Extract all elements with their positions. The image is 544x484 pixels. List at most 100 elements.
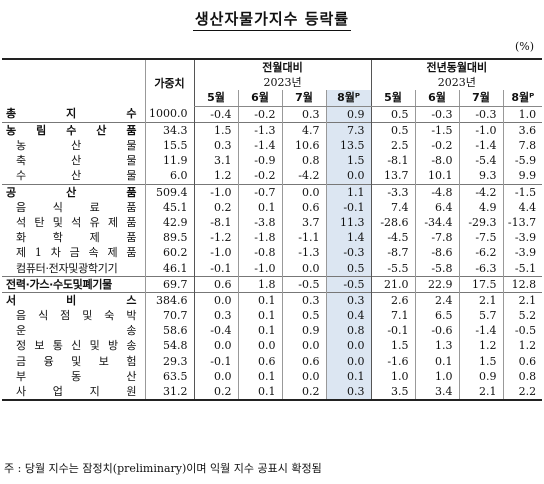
mom-cell: -1.1 <box>281 230 326 246</box>
mom-cell: 0.6 <box>193 275 238 293</box>
row-name: 수 산 물 <box>16 169 137 183</box>
mom-cell: 0.4 <box>325 308 372 324</box>
yoy-month: 7월 <box>458 90 504 107</box>
row-name: 전력·가스·수도및폐기물 <box>2 275 145 293</box>
mom-month: 5월 <box>193 90 238 107</box>
mom-cell: 0.2 <box>193 383 238 402</box>
table-row: 축 산 물 11.9 3.1 -0.9 0.8 1.5 -8.1 -8.0 -5.4 -5.9 <box>2 153 543 169</box>
mom-cell: -1.0 <box>237 260 282 277</box>
mom-cell: 1.4 <box>325 230 372 246</box>
weight-cell: 1000.0 <box>144 106 194 123</box>
row-name: 축 산 물 <box>16 154 137 168</box>
table-row: 컴퓨터·전자및광학기기 46.1 -0.1 -1.0 0.0 0.5 -5.5 -5.8 -6.… <box>2 260 543 277</box>
yoy-cell: 6.5 <box>414 308 460 324</box>
footnote: 주 : 당월 지수는 잠정치(preliminary)이며 익월 지수 공표시 … <box>4 462 322 475</box>
row-name: 총 지 수 <box>6 107 137 121</box>
yoy-cell: 0.5 <box>370 121 416 138</box>
unit-label: (%) <box>514 40 534 53</box>
table-row: 부 동 산 63.5 0.0 0.1 0.0 0.1 1.0 1.0 0.9 0.8 <box>2 368 543 384</box>
mom-cell: -0.9 <box>237 153 282 169</box>
table-row: 음 식 점 및 숙 박 70.7 0.3 0.1 0.5 0.4 7.1 6.5 5.7 5.2 <box>2 308 543 324</box>
table-row: 음 식 료 품 45.1 0.2 0.1 0.6 -0.1 7.4 6.4 4.9 4.4 <box>2 199 543 215</box>
mom-cell: 0.3 <box>325 291 372 308</box>
row-name: 공 산 품 <box>2 183 145 200</box>
mom-cell: 0.0 <box>193 338 238 354</box>
mom-header: 전월대비 <box>193 59 372 76</box>
mom-cell: 0.0 <box>281 260 326 277</box>
mom-month: 7월 <box>281 90 326 107</box>
mom-cell: 0.8 <box>281 153 326 169</box>
weight-cell: 60.2 <box>144 245 194 261</box>
mom-cell: -0.1 <box>193 260 238 277</box>
yoy-cell: 0.1 <box>414 353 460 369</box>
yoy-cell: 17.5 <box>458 275 504 293</box>
row-name: 농 림 수 산 품 <box>2 121 145 138</box>
mom-cell: -1.4 <box>237 137 282 154</box>
mom-cell: 0.1 <box>237 368 282 384</box>
yoy-header: 전년동월대비 <box>370 59 543 76</box>
yoy-cell: -1.5 <box>502 183 543 200</box>
yoy-cell: -1.4 <box>458 323 504 339</box>
yoy-cell: 7.1 <box>370 308 416 324</box>
mom-cell: 0.0 <box>325 338 372 354</box>
weight-cell: 58.6 <box>144 323 194 339</box>
mom-cell: 0.3 <box>193 137 238 154</box>
yoy-cell: 1.0 <box>414 368 460 384</box>
mom-cell: 3.1 <box>193 153 238 169</box>
yoy-cell: 2.2 <box>502 383 543 402</box>
table-row: 금 융 및 보 험 29.3 -0.1 0.6 0.6 0.0 -1.6 0.1 1.5 0.6 <box>2 353 543 369</box>
weight-cell: 54.8 <box>144 338 194 354</box>
mom-cell: 0.3 <box>281 106 326 123</box>
table-row: 전력·가스·수도및폐기물 69.7 0.6 1.8 -0.5 -0.5 21.0 22.9 17… <box>2 275 543 293</box>
mom-cell: 1.8 <box>237 275 282 293</box>
yoy-cell: 0.6 <box>502 353 543 369</box>
yoy-cell: 5.7 <box>458 308 504 324</box>
mom-cell: -0.5 <box>281 275 326 293</box>
yoy-cell: 4.9 <box>458 199 504 215</box>
row-name: 컴퓨터·전자및광학기기 <box>16 261 118 275</box>
mom-cell: 0.6 <box>281 199 326 215</box>
mom-cell: -0.7 <box>237 183 282 200</box>
yoy-cell: -0.3 <box>414 106 460 123</box>
mom-cell: 0.1 <box>237 199 282 215</box>
yoy-cell: -0.1 <box>370 323 416 339</box>
weight-cell: 42.9 <box>144 214 194 231</box>
mom-cell: 0.6 <box>237 353 282 369</box>
header-row-1: 가중치 전월대비 전년동월대비 <box>2 59 543 107</box>
table-row: 운 송 58.6 -0.4 0.1 0.9 0.8 -0.1 -0.6 -1.4 -0.5 <box>2 323 543 339</box>
weight-cell: 70.7 <box>144 308 194 324</box>
mom-year: 2023년 <box>193 75 372 91</box>
mom-cell: 0.6 <box>281 353 326 369</box>
mom-month: 6월 <box>237 90 282 107</box>
yoy-cell: -28.6 <box>370 214 416 231</box>
yoy-cell: 3.6 <box>502 121 543 138</box>
mom-cell: 0.0 <box>193 291 238 308</box>
yoy-cell: 6.4 <box>414 199 460 215</box>
mom-cell: -3.8 <box>237 214 282 231</box>
table-row: 총 지 수 1000.0 -0.4 -0.2 0.3 0.9 0.5 -0.3 -0.3 1.0 <box>2 106 543 123</box>
yoy-cell: -4.8 <box>414 183 460 200</box>
page-title: 생산자물가지수 등락률 <box>0 8 544 31</box>
row-name: 금 융 및 보 험 <box>16 354 137 368</box>
table-row: 제 1 차 금 속 제 품 60.2 -1.0 -0.8 -1.3 -0.3 -8.7 -8.… <box>2 245 543 261</box>
yoy-cell: 21.0 <box>370 275 416 293</box>
yoy-cell: 1.2 <box>502 338 543 354</box>
yoy-cell: -8.6 <box>414 245 460 261</box>
mom-cell: 0.5 <box>325 260 372 277</box>
row-name: 농 산 물 <box>16 139 137 153</box>
yoy-month-current: 8월ᴾ <box>502 90 543 107</box>
mom-cell: 0.1 <box>237 383 282 402</box>
mom-cell: -0.5 <box>325 275 372 293</box>
yoy-cell: -8.7 <box>370 245 416 261</box>
yoy-cell: -3.9 <box>502 245 543 261</box>
mom-cell: 0.2 <box>193 199 238 215</box>
yoy-cell: -3.3 <box>370 183 416 200</box>
yoy-cell: 2.1 <box>502 291 543 308</box>
yoy-cell: -1.6 <box>370 353 416 369</box>
weight-cell: 6.0 <box>144 168 194 184</box>
mom-cell: 1.5 <box>325 153 372 169</box>
mom-cell: -1.8 <box>237 230 282 246</box>
weight-header: 가중치 <box>144 59 194 107</box>
mom-cell: -0.2 <box>237 106 282 123</box>
weight-cell: 46.1 <box>144 260 194 277</box>
